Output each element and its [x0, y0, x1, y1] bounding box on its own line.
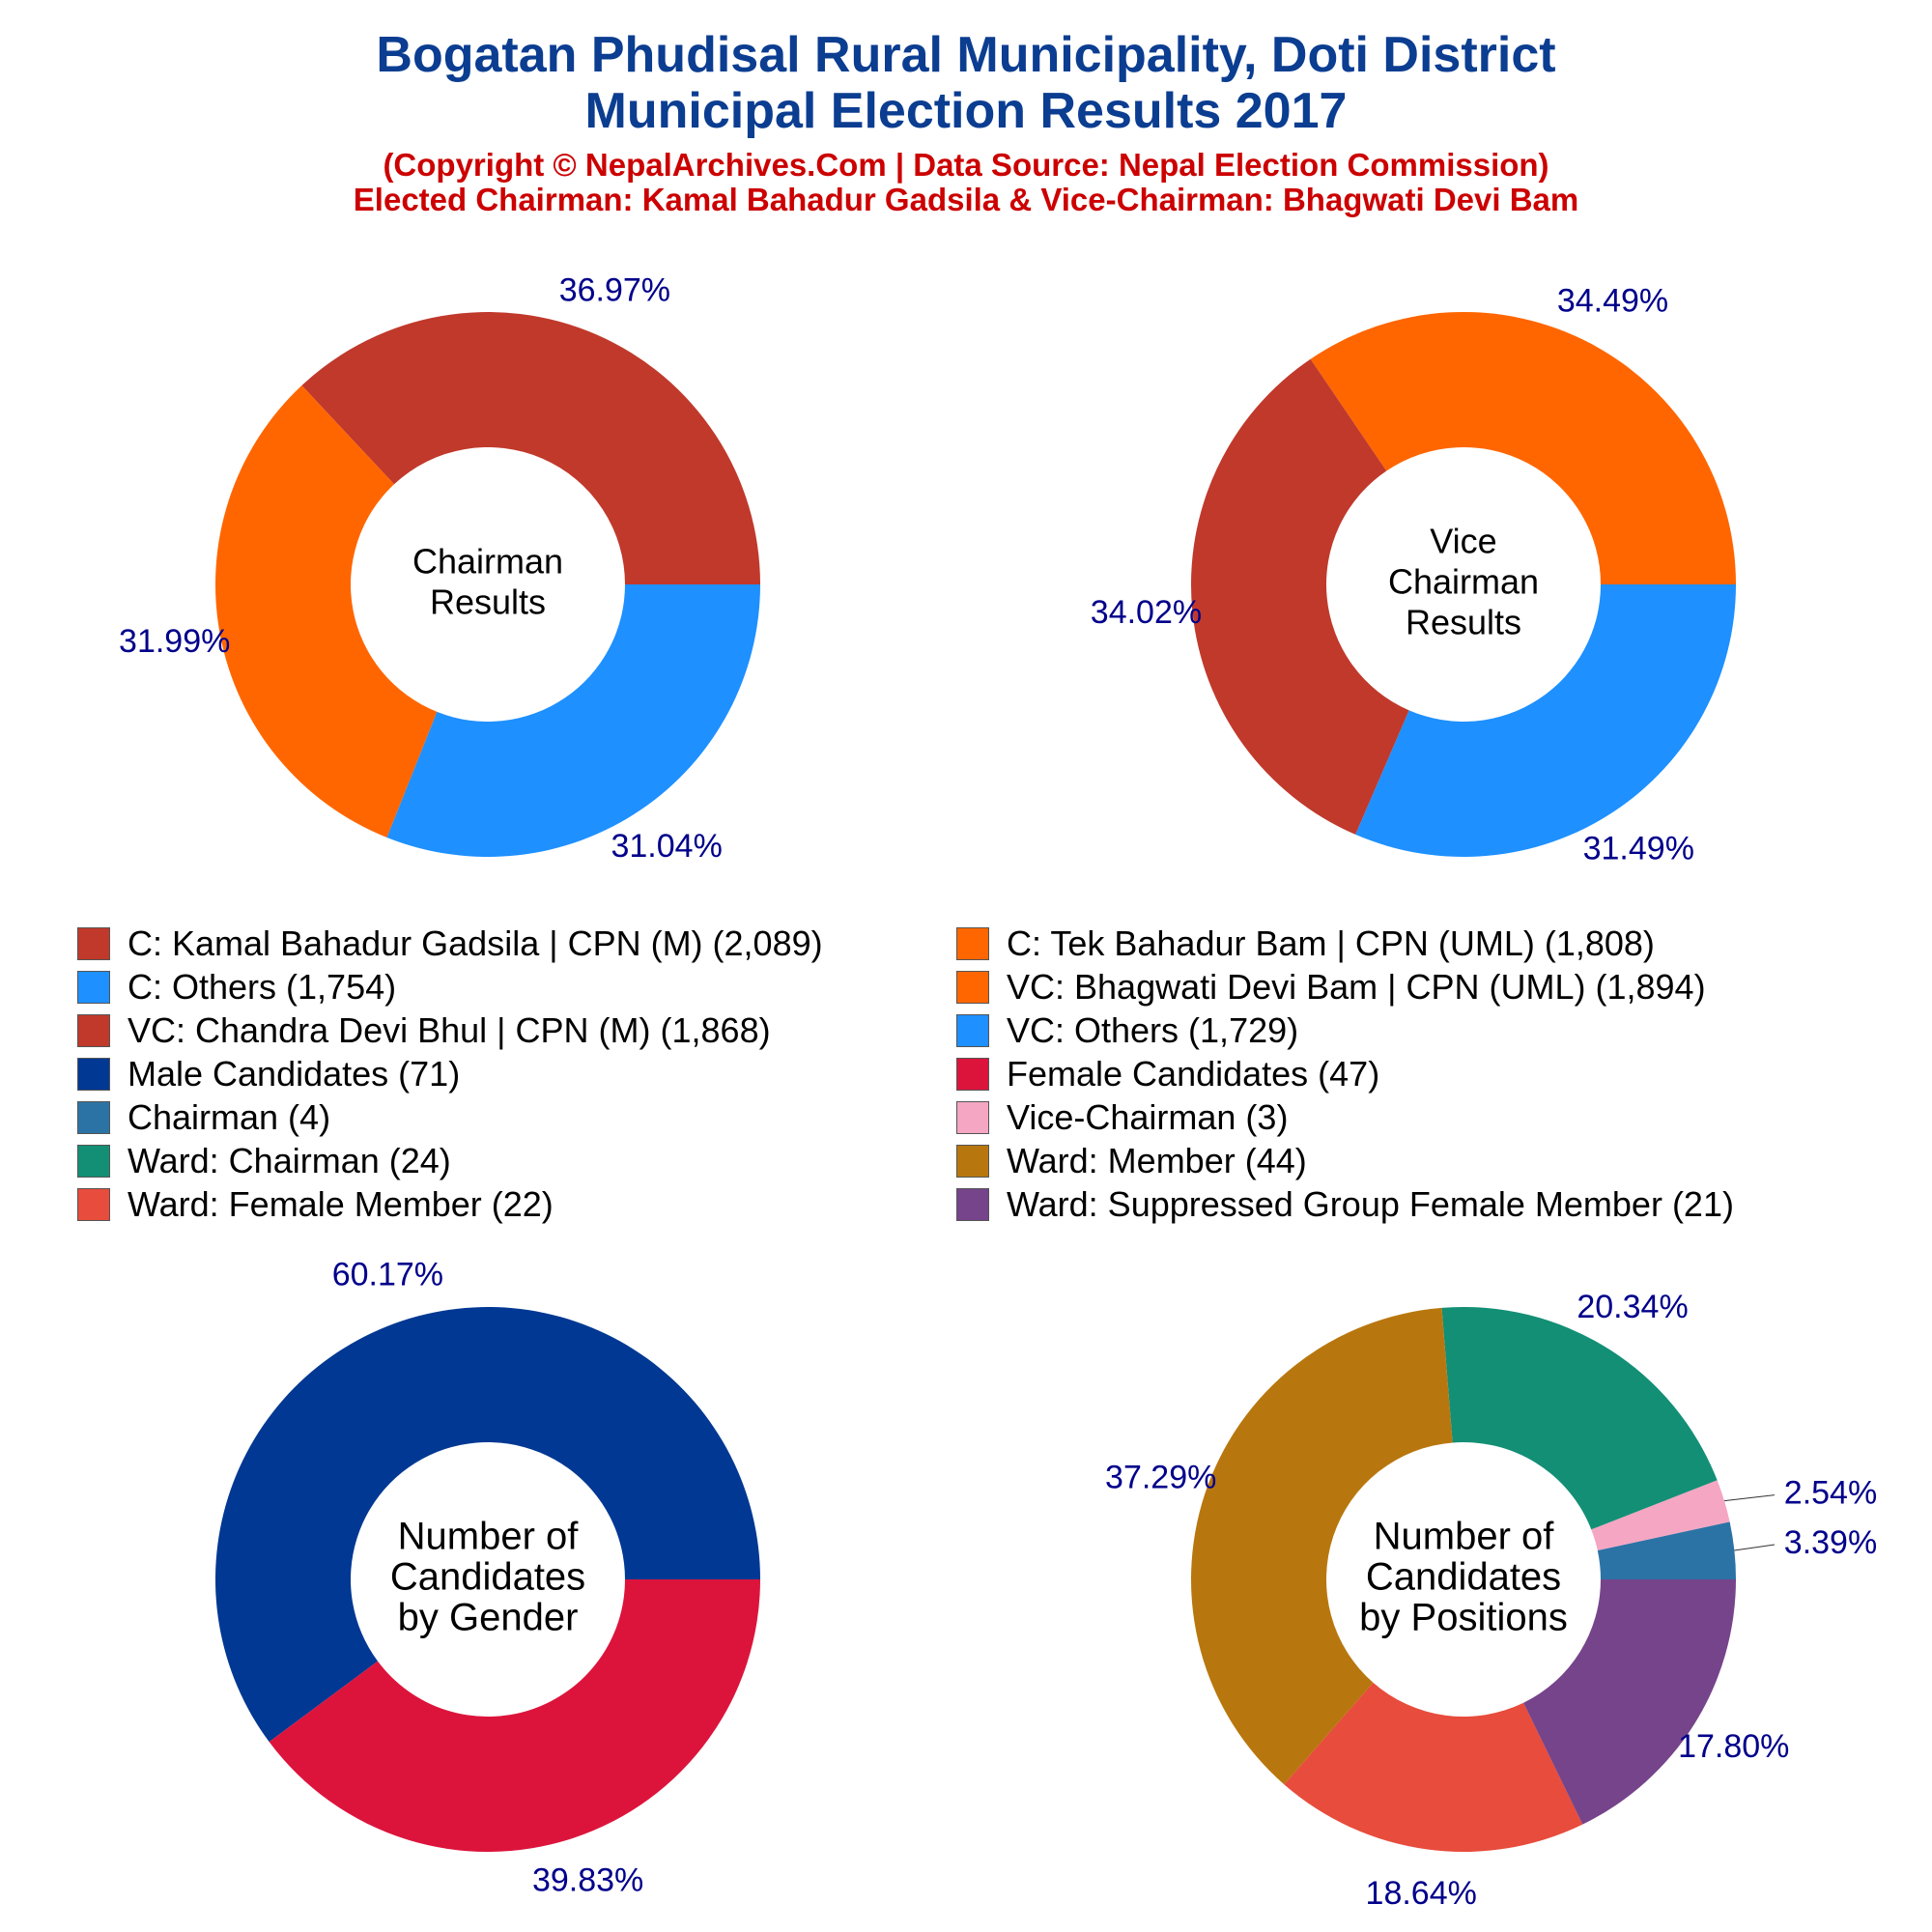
pie-slice — [1597, 1521, 1736, 1579]
leader-line — [1723, 1494, 1776, 1502]
percent-label: 60.17% — [332, 1257, 443, 1293]
chart-title-line2: Municipal Election Results 2017 — [584, 83, 1348, 139]
percent-label: 3.39% — [1784, 1524, 1877, 1561]
pie-slice — [1191, 358, 1409, 835]
pie-slice — [1591, 1480, 1730, 1550]
pie-slice — [1355, 584, 1736, 857]
percent-label: 20.34% — [1577, 1289, 1688, 1325]
pie-slice — [214, 385, 438, 838]
percent-label: 34.49% — [1557, 282, 1668, 319]
chart-title-line1: Bogatan Phudisal Rural Municipality, Dot… — [376, 27, 1556, 83]
center-label: Candidates — [1366, 1556, 1561, 1599]
center-label: by Positions — [1359, 1597, 1568, 1639]
pie-slice — [1284, 1682, 1583, 1852]
donut-chart-4: 3.39% 2.54% 20.34% 37.29% 18.64% 17.80% Number… — [1105, 1289, 1877, 1912]
percent-label: 2.54% — [1784, 1475, 1877, 1512]
center-label: Results — [1406, 603, 1521, 642]
copyright-subtitle: (Copyright © NepalArchives.Com | Data So… — [383, 147, 1549, 183]
center-label: Results — [430, 582, 546, 622]
center-label: Candidates — [390, 1556, 585, 1599]
center-label: by Gender — [398, 1597, 579, 1639]
center-label: Chairman — [1388, 562, 1539, 602]
pie-slice — [1310, 312, 1736, 584]
percent-label: 17.80% — [1678, 1728, 1789, 1765]
pie-slice — [301, 311, 760, 584]
elected-subtitle: Elected Chairman: Kamal Bahadur Gadsila … — [353, 182, 1579, 217]
pie-slice — [269, 1579, 760, 1852]
center-label: Vice — [1430, 522, 1496, 561]
pie-slice — [1441, 1307, 1718, 1530]
percent-label: 31.04% — [611, 828, 722, 865]
percent-label: 31.99% — [119, 623, 230, 660]
pie-slice — [386, 584, 760, 857]
percent-label: 34.02% — [1091, 594, 1202, 631]
center-label: Number of — [1374, 1516, 1555, 1558]
center-label: Number of — [398, 1516, 580, 1558]
leader-line — [1734, 1544, 1776, 1551]
percent-label: 36.97% — [559, 271, 670, 308]
percent-label: 39.83% — [532, 1861, 643, 1898]
percent-label: 31.49% — [1583, 831, 1694, 867]
center-label: Chairman — [412, 542, 563, 582]
pie-slice — [1190, 1307, 1453, 1785]
pie-slice — [1523, 1579, 1736, 1825]
pie-slice — [214, 1306, 760, 1743]
percent-label: 18.64% — [1366, 1875, 1477, 1912]
percent-label: 37.29% — [1105, 1459, 1216, 1495]
